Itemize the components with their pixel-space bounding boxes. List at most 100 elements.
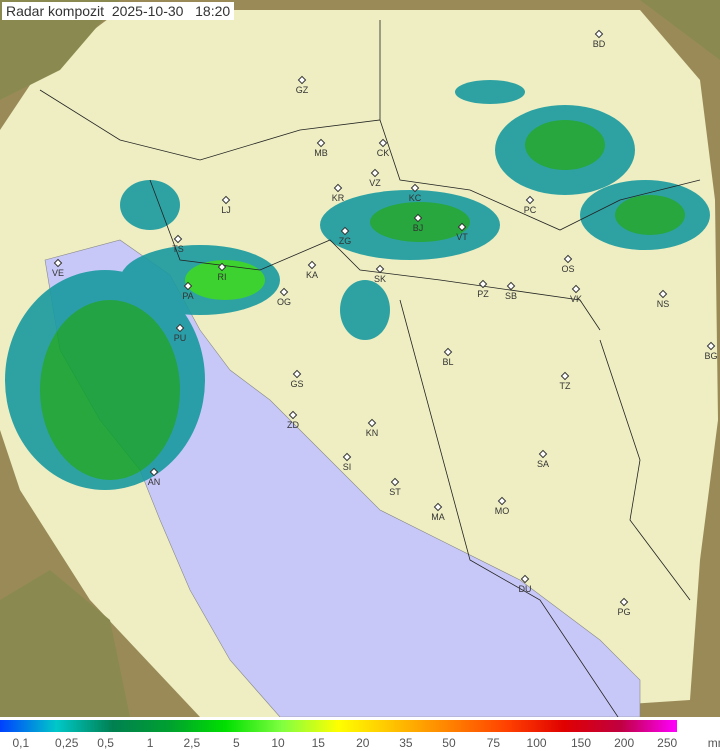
city-label: VE (52, 268, 64, 278)
legend-tick: 10 (271, 736, 285, 750)
city-label: PA (182, 291, 193, 301)
legend-tick: 100 (526, 736, 547, 750)
city-marker (279, 287, 289, 297)
city-label: KN (366, 428, 379, 438)
city-label: BJ (413, 223, 424, 233)
legend-tick: 1 (146, 736, 154, 750)
city-marker (433, 502, 443, 512)
legend-tick: 15 (311, 736, 325, 750)
city-label: ZG (339, 236, 352, 246)
legend-tick: 250 (657, 736, 678, 750)
city-marker (340, 226, 350, 236)
city-label: SB (505, 291, 517, 301)
city-marker (367, 418, 377, 428)
city-marker (175, 323, 185, 333)
city-label: GZ (296, 85, 309, 95)
city-marker (525, 195, 535, 205)
city-marker (217, 262, 227, 272)
city-marker (221, 195, 231, 205)
city-label: BL (442, 357, 453, 367)
product-name: Radar kompozit (6, 3, 105, 19)
time: 18:20 (195, 3, 231, 19)
legend-tick: 75 (486, 736, 501, 750)
city-marker (478, 279, 488, 289)
legend-color-bar (0, 720, 677, 732)
city-marker (342, 452, 352, 462)
city-label: PC (524, 205, 537, 215)
city-label: MB (314, 148, 328, 158)
city-label: VZ (369, 178, 381, 188)
legend-tick: 150 (571, 736, 592, 750)
city-marker (297, 75, 307, 85)
city-label: BG (704, 351, 717, 361)
city-marker (292, 369, 302, 379)
city-markers: GZ MB CK VZ KC KR LJ BJ VT PC ZG TS VE RI KA SK OS PA PZ SB… (52, 29, 718, 617)
city-marker (571, 284, 581, 294)
city-marker (413, 213, 423, 223)
city-label: KA (306, 270, 318, 280)
city-label: KC (409, 193, 422, 203)
city-label: KR (332, 193, 345, 203)
city-marker (183, 281, 193, 291)
city-marker (443, 347, 453, 357)
city-marker (375, 264, 385, 274)
no-coverage-area (0, 0, 720, 717)
city-marker (390, 477, 400, 487)
legend-unit: mm/h (707, 736, 720, 750)
city-marker (173, 234, 183, 244)
city-marker (457, 222, 467, 232)
city-marker (520, 574, 530, 584)
legend-tick: 0,5 (97, 736, 114, 750)
legend-tick: 50 (442, 736, 456, 750)
city-label: SK (374, 274, 386, 284)
city-label: PU (174, 333, 187, 343)
city-label: BD (593, 39, 606, 49)
city-marker (288, 410, 298, 420)
map-title: Radar kompozit 2025-10-30 18:20 (2, 2, 235, 20)
city-label: MO (495, 506, 510, 516)
city-label: ZD (287, 420, 299, 430)
precipitation-layer (5, 80, 710, 490)
city-label: NS (657, 299, 670, 309)
legend-tick: 35 (399, 736, 413, 750)
city-marker (410, 183, 420, 193)
city-label: ST (389, 487, 401, 497)
country-borders (39, 20, 701, 717)
legend-tick: 200 (614, 736, 635, 750)
city-label: SI (343, 462, 352, 472)
city-marker (619, 597, 629, 607)
city-marker (538, 449, 548, 459)
city-marker (370, 168, 380, 178)
legend-tick: 0,1 (12, 736, 30, 750)
city-label: TZ (560, 381, 571, 391)
city-label: LJ (221, 205, 231, 215)
city-marker (594, 29, 604, 39)
city-label: OS (561, 264, 574, 274)
city-label: VK (570, 294, 582, 304)
legend-tick: 5 (232, 736, 240, 750)
city-marker (316, 138, 326, 148)
city-marker (497, 496, 507, 506)
city-label: TS (172, 244, 184, 254)
city-label: VT (456, 232, 468, 242)
legend-tick: 2,5 (183, 736, 201, 750)
legend-tick: 0,25 (55, 736, 79, 750)
city-label: OG (277, 297, 291, 307)
city-label: RI (218, 272, 227, 282)
city-marker (706, 341, 716, 351)
city-label: CK (377, 148, 390, 158)
city-marker (333, 183, 343, 193)
city-marker (53, 258, 63, 268)
radar-map[interactable]: GZ MB CK VZ KC KR LJ BJ VT PC ZG TS VE RI KA SK OS PA PZ SB… (0, 0, 720, 717)
city-label: MA (431, 512, 445, 522)
city-marker (563, 254, 573, 264)
city-marker (307, 260, 317, 270)
city-marker (506, 281, 516, 291)
city-label: PG (617, 607, 630, 617)
city-label: SA (537, 459, 549, 469)
city-marker (560, 371, 570, 381)
city-marker (149, 467, 159, 477)
city-label: DU (519, 584, 532, 594)
city-marker (378, 138, 388, 148)
city-label: PZ (477, 289, 489, 299)
